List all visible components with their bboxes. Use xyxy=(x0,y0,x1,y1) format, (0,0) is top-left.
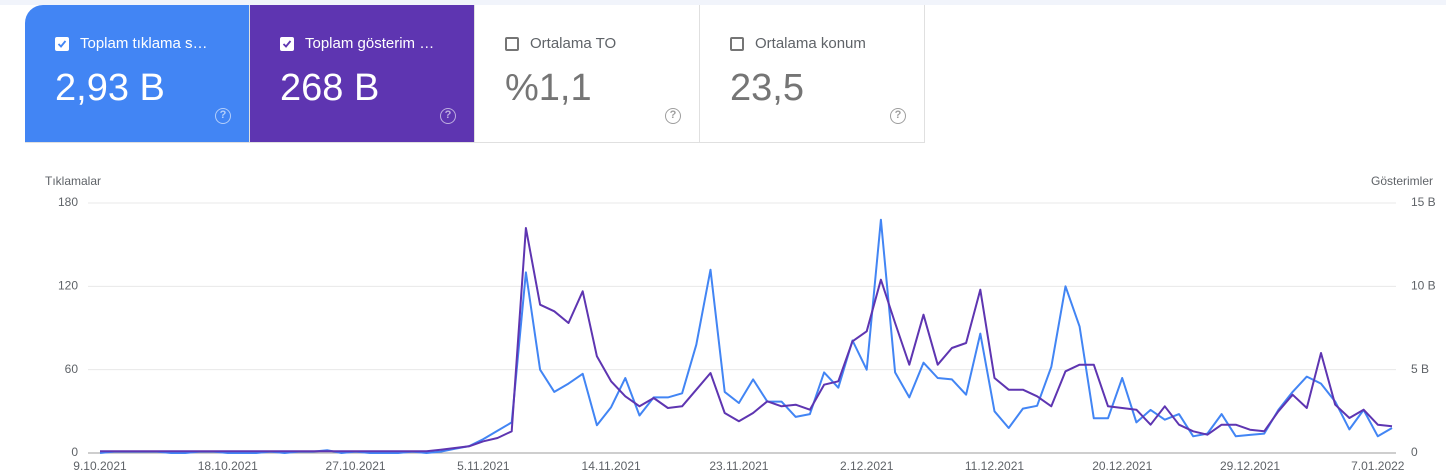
checkbox[interactable] xyxy=(505,37,519,51)
y2-tick-label: 15 B xyxy=(1411,195,1436,209)
y-tick-label: 60 xyxy=(65,362,79,376)
help-icon[interactable]: ? xyxy=(215,108,231,124)
y-tick-label: 180 xyxy=(58,195,78,209)
x-tick-label: 5.11.2021 xyxy=(457,459,510,473)
metric-value: %1,1 xyxy=(505,67,592,109)
top-strip xyxy=(0,0,1446,5)
help-icon[interactable]: ? xyxy=(890,108,906,124)
checkbox[interactable] xyxy=(730,37,744,51)
y2-tick-label: 5 B xyxy=(1411,362,1429,376)
y-tick-label: 120 xyxy=(58,279,78,293)
x-tick-label: 2.12.2021 xyxy=(840,459,894,473)
y2-axis-title: Gösterimler xyxy=(1371,174,1433,188)
metric-card[interactable]: Toplam gösterim … 268 B? xyxy=(250,5,475,143)
metric-label: Toplam gösterim … xyxy=(305,35,435,52)
metric-value: 268 B xyxy=(280,67,380,109)
series-line xyxy=(100,227,1393,453)
y-axis-title: Tıklamalar xyxy=(45,174,101,188)
metric-label: Toplam tıklama s… xyxy=(80,35,208,52)
y-tick-label: 0 xyxy=(71,445,78,459)
y2-tick-label: 10 B xyxy=(1411,279,1436,293)
x-tick-label: 27.10.2021 xyxy=(326,459,386,473)
x-tick-label: 23.11.2021 xyxy=(709,459,768,473)
x-tick-label: 18.10.2021 xyxy=(198,459,258,473)
metric-card[interactable]: Ortalama konum 23,5? xyxy=(700,5,925,143)
x-tick-label: 20.12.2021 xyxy=(1092,459,1152,473)
metric-card[interactable]: Ortalama TO %1,1? xyxy=(475,5,700,143)
help-icon[interactable]: ? xyxy=(665,108,681,124)
x-tick-label: 7.01.2022 xyxy=(1351,459,1405,473)
check-mark xyxy=(57,40,67,48)
metric-label: Ortalama TO xyxy=(530,35,617,52)
checkbox[interactable] xyxy=(55,37,69,51)
help-icon[interactable]: ? xyxy=(440,108,456,124)
checkbox[interactable] xyxy=(280,37,294,51)
metric-cards: Toplam tıklama s… 2,93 B? Toplam gösterim … xyxy=(25,5,925,143)
metric-label: Ortalama konum xyxy=(755,35,866,52)
x-tick-label: 29.12.2021 xyxy=(1220,459,1280,473)
metric-value: 23,5 xyxy=(730,67,804,109)
x-tick-label: 14.11.2021 xyxy=(582,459,641,473)
metric-card[interactable]: Toplam tıklama s… 2,93 B? xyxy=(25,5,250,143)
check-mark xyxy=(282,40,292,48)
x-tick-label: 9.10.2021 xyxy=(73,459,127,473)
x-tick-label: 11.12.2021 xyxy=(965,459,1024,473)
y2-tick-label: 0 xyxy=(1411,445,1418,459)
metric-value: 2,93 B xyxy=(55,67,165,109)
